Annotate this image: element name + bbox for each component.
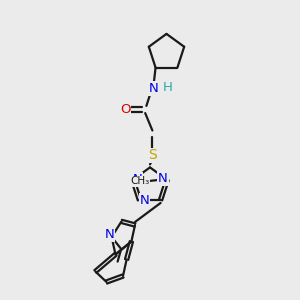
Text: O: O: [120, 103, 130, 116]
Text: H: H: [163, 81, 172, 94]
Text: S: S: [148, 148, 157, 162]
Text: N: N: [158, 172, 168, 185]
Text: N: N: [133, 173, 142, 186]
Text: N: N: [139, 194, 149, 207]
Text: CH₃: CH₃: [130, 176, 150, 186]
Text: N: N: [104, 228, 114, 241]
Text: N: N: [149, 82, 158, 95]
